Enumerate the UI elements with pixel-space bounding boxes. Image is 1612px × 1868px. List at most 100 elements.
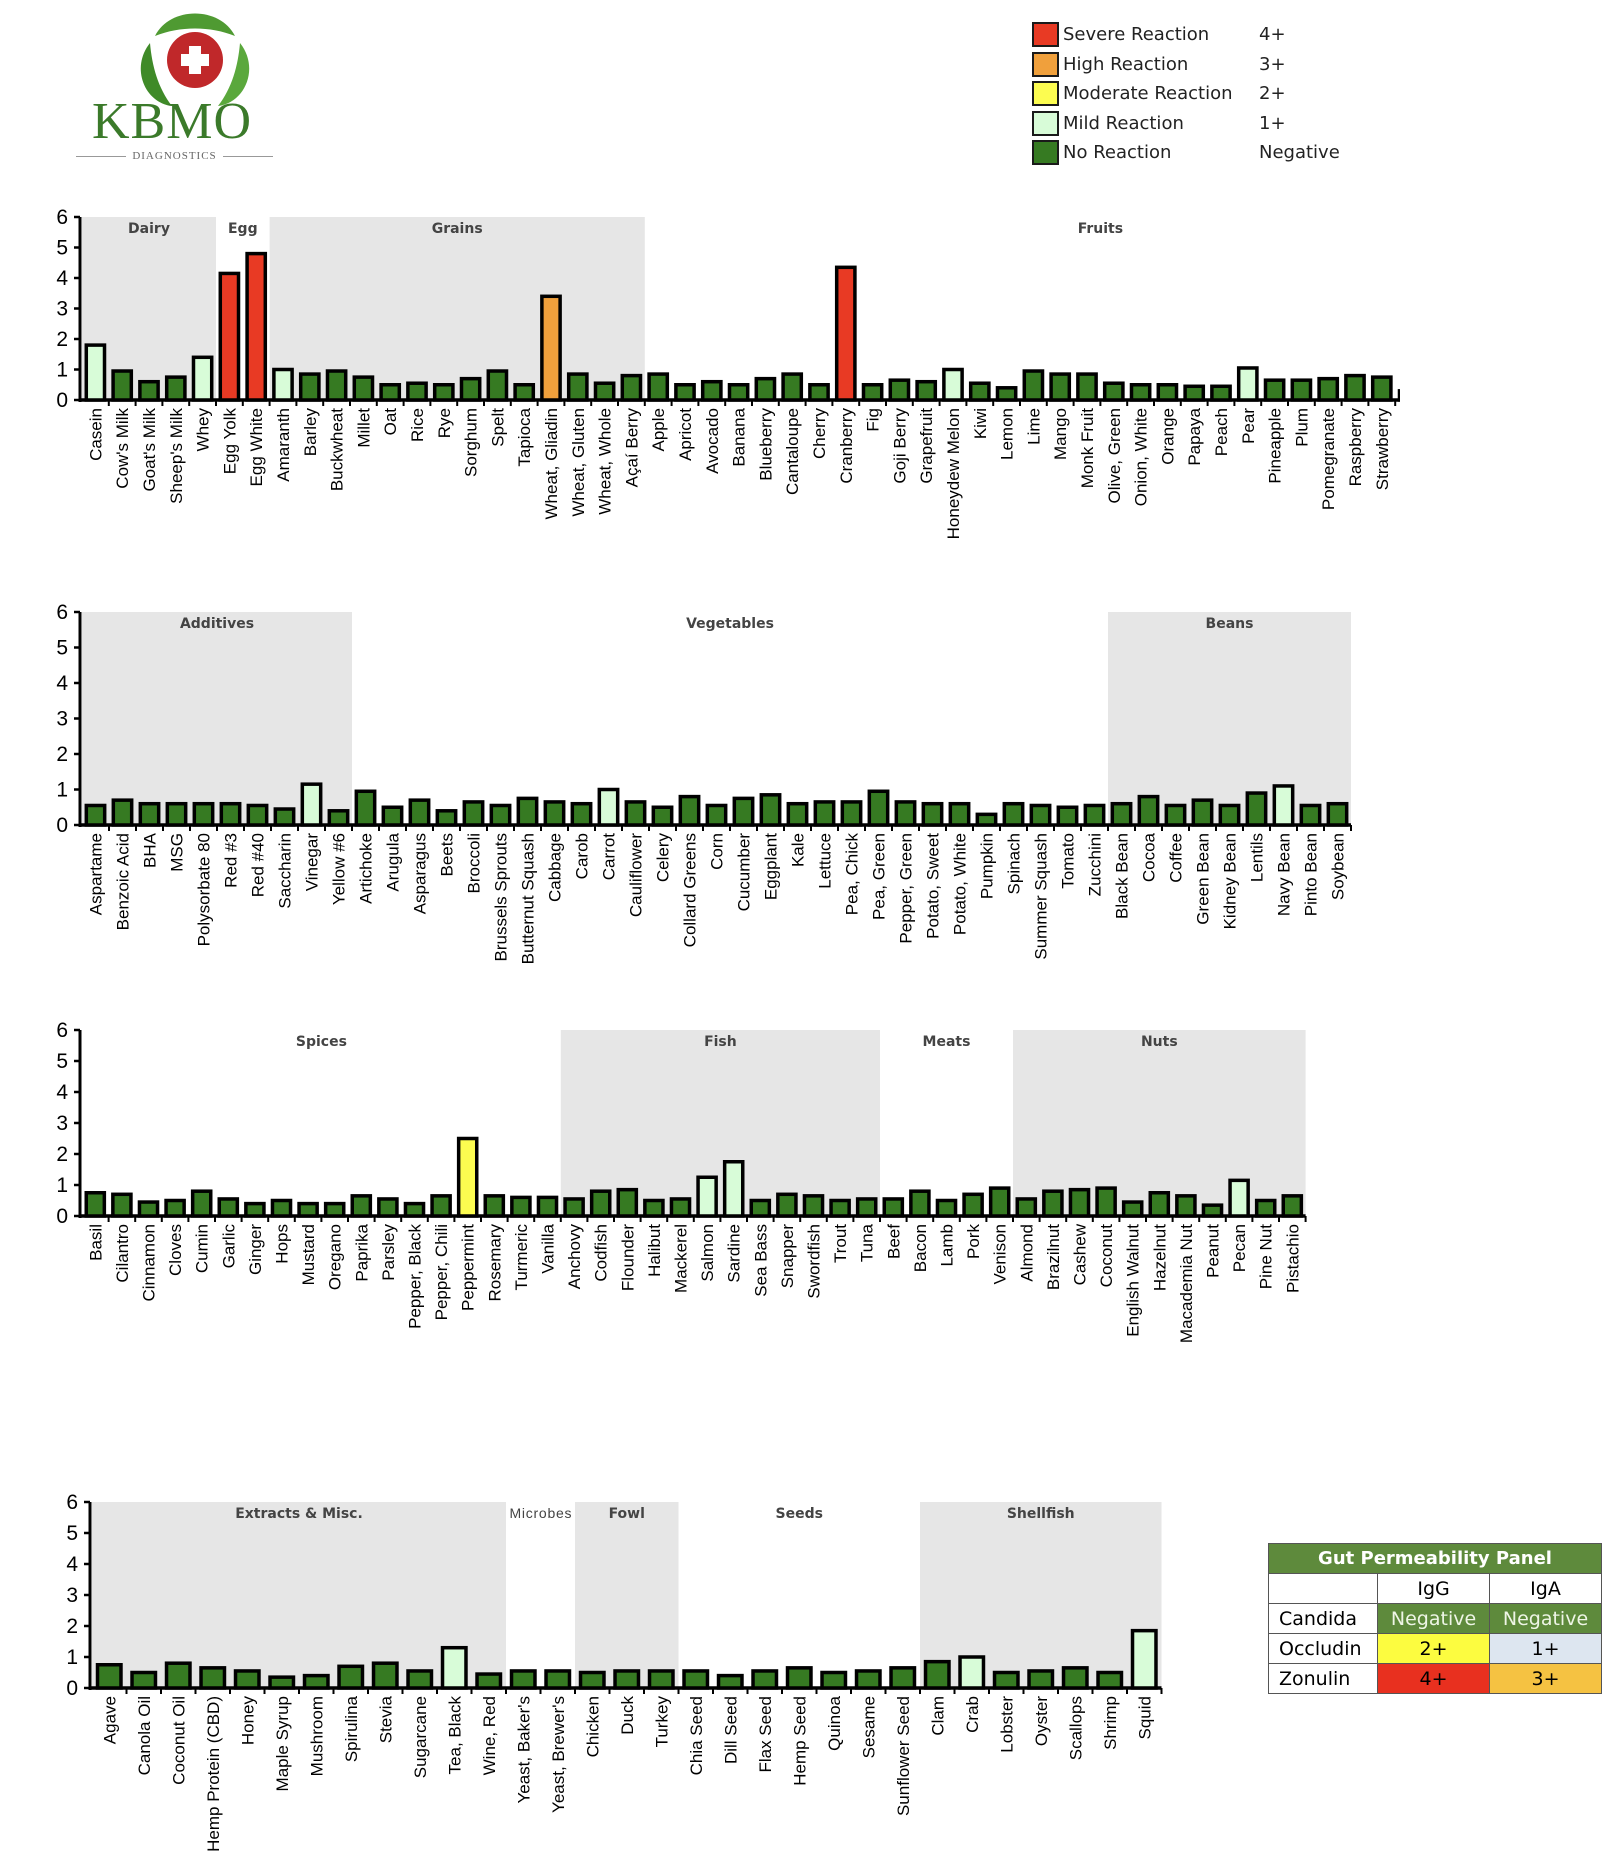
bar [566,372,589,402]
y-tick-label: 4 [56,1081,68,1104]
legend-grade: 3+ [1259,53,1286,75]
bar [509,1669,537,1690]
group-band [575,1502,679,1688]
y-tick-label: 4 [66,1553,78,1576]
gut-panel-cell-iga: Negative [1489,1603,1602,1634]
x-tick-label: Cilantro [113,1224,132,1283]
bar [749,1198,772,1218]
x-tick-label: Amaranth [274,408,293,482]
gut-panel-col-igg: IgG [1377,1573,1491,1604]
y-tick-label: 1 [66,1646,78,1669]
x-tick-label: Vinegar [303,833,322,892]
x-tick-label: Honey [238,1696,257,1746]
bar [245,251,268,402]
bar [589,1189,612,1218]
bar [1370,375,1393,402]
legend-swatch [1032,51,1059,77]
x-tick-label: Eggplant [762,833,781,900]
x-tick-label: Rye [435,408,454,438]
y-tick-label: 1 [56,779,68,802]
x-tick-label: Trout [831,1224,850,1263]
bar [754,376,777,402]
bar [350,1194,373,1218]
bar [337,1664,365,1690]
x-tick-label: Tea, Black [445,1696,464,1775]
bar [829,1198,851,1218]
bar [651,805,674,827]
x-tick-label: Plum [1292,408,1311,447]
x-tick-label: Almond [1017,1224,1036,1282]
chart-spices-fish-meats-nuts: Spices Fish Meats Nuts 0 1 2 3 4 5 6 Basil Cilantro C… [56,1019,1307,1343]
x-tick-label: Salmon [698,1224,717,1282]
bar [988,1186,1011,1218]
x-tick-label: Coffee [1167,833,1186,883]
group-label: Grains [432,221,483,237]
bar [191,355,214,402]
bar [137,1200,160,1218]
x-tick-label: Grapefruit [917,408,936,484]
bar [1049,372,1072,402]
group-label: Nuts [1141,1034,1178,1050]
x-tick-label: Beets [438,833,457,876]
x-tick-label: Bacon [911,1224,930,1272]
x-tick-label: Turkey [652,1696,671,1748]
gut-panel-corner [1267,1573,1379,1604]
x-tick-label: Lettuce [816,833,835,889]
bar [432,383,455,402]
group-label: Microbes [510,1505,572,1521]
bar [1096,1670,1124,1690]
bar [923,1659,951,1690]
gut-permeability-panel: Gut Permeability Panel IgG IgA Candida N… [1267,1543,1602,1694]
bar [861,383,884,402]
bar [1281,1194,1304,1218]
y-tick-label: 2 [56,328,68,351]
y-tick-label: 6 [56,601,68,624]
x-tick-label: Goat's Milk [140,408,159,492]
bar [130,1670,158,1690]
x-tick-label: Potato, Sweet [924,833,943,939]
bar [138,379,160,402]
bar [1095,1186,1117,1218]
bar [483,1194,506,1218]
bar [516,796,539,827]
bar [111,798,134,827]
x-tick-label: Carob [573,833,592,879]
bar [1397,389,1400,402]
bar [352,375,375,402]
x-tick-label: Agave [100,1696,119,1744]
x-tick-label: Black Bean [1113,833,1132,919]
bar [1317,376,1340,402]
legend-swatch [1032,81,1059,107]
bar [379,383,402,402]
bar [882,1197,905,1218]
bar [217,1197,240,1218]
bar [300,782,323,827]
x-tick-label: Stevia [376,1695,395,1743]
bar [808,383,830,402]
x-tick-label: Lemon [998,408,1017,460]
x-tick-label: Sheep's Milk [167,408,186,504]
bar [440,1645,468,1690]
legend-label: High Reaction [1063,53,1189,75]
legend-item: Severe Reaction 4+ [1032,20,1340,50]
y-tick-label: 6 [56,1019,68,1042]
bar [199,1666,227,1690]
group-label: Dairy [128,221,170,237]
bar [888,378,911,402]
x-tick-label: Lamb [938,1224,957,1267]
x-tick-label: Onion, White [1132,408,1151,506]
bar [1254,1198,1277,1218]
bar [1236,366,1259,402]
bar [218,271,241,402]
bar [1056,805,1079,827]
x-tick-label: Peppermint [459,1224,478,1311]
bar [297,1201,319,1218]
x-tick-label: Blueberry [756,408,775,481]
x-tick-label: Cabbage [546,833,565,902]
x-tick-label: Hops [273,1224,292,1264]
reaction-legend: Severe Reaction 4+ High Reaction 3+ Moderate… [1032,20,1340,168]
x-tick-label: Codfish [592,1224,611,1282]
bar [138,801,161,827]
bar [620,373,643,402]
group-label: Vegetables [686,616,774,632]
